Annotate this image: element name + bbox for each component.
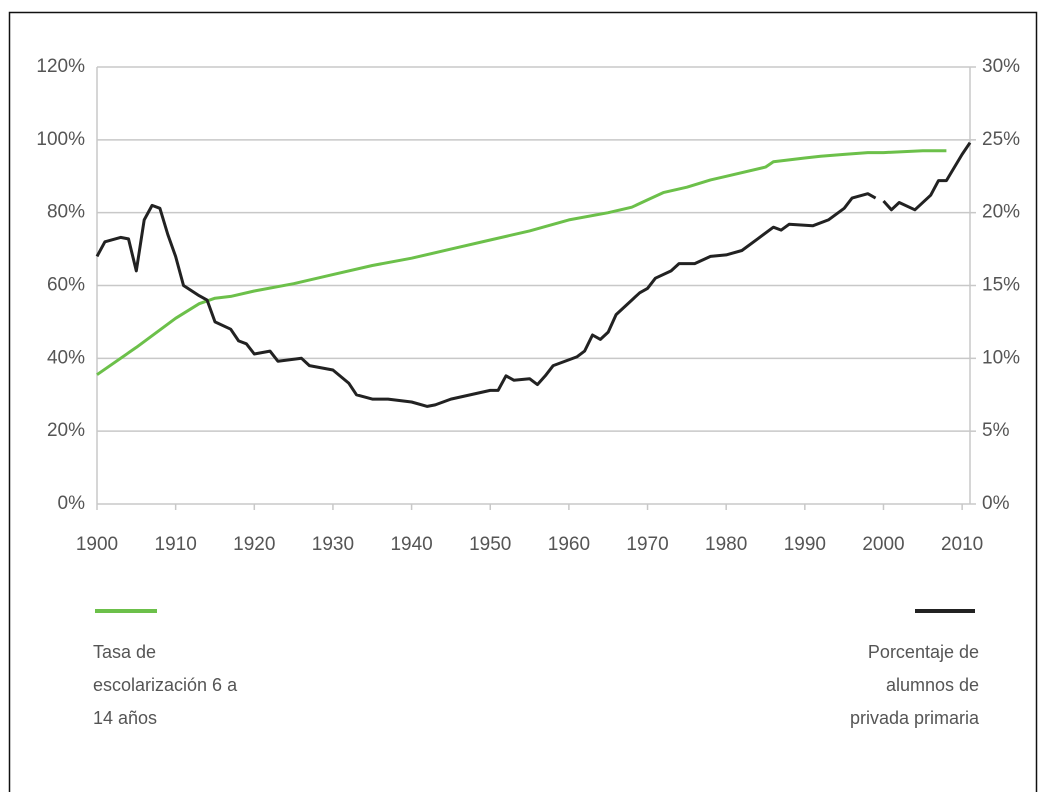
y-tick-label: 100% (36, 129, 85, 150)
y-tick-label: 120% (36, 56, 85, 77)
legend-label: Tasa de escolarización 6 a 14 años (93, 642, 238, 728)
x-tick-label: 1920 (233, 534, 275, 555)
series-line (96, 149, 947, 376)
x-tick-label: 2000 (862, 534, 904, 555)
frame (8, 11, 1038, 792)
y2-tick-label: 25% (982, 129, 1020, 150)
x-tick-label: 1980 (705, 534, 747, 555)
x-tick-label: 1910 (155, 534, 197, 555)
x-tick-label: 1970 (626, 534, 668, 555)
x-tick-label: 1990 (784, 534, 826, 555)
y-tick-label: 20% (47, 420, 85, 441)
y2-tick-label: 30% (982, 56, 1020, 77)
y2-tick-label: 5% (982, 420, 1010, 441)
x-tick-label: 1900 (76, 534, 118, 555)
y-tick-label: 40% (47, 347, 85, 368)
y2-tick-label: 10% (982, 347, 1020, 368)
x-tick-label: 1950 (469, 534, 511, 555)
series-line (95, 141, 972, 408)
y-tick-label: 60% (47, 275, 85, 296)
x-tick-label: 1960 (548, 534, 590, 555)
legend-label: Porcentaje de alumnos de privada primari… (849, 642, 979, 728)
y2-tick-label: 20% (982, 202, 1020, 223)
x-tick-label: 1930 (312, 534, 354, 555)
y2-tick-label: 15% (982, 275, 1020, 296)
y-tick-label: 80% (47, 202, 85, 223)
x-tick-label: 2010 (941, 534, 983, 555)
y-tick-label: 0% (58, 493, 86, 514)
y2-tick-label: 0% (982, 493, 1010, 514)
x-tick-label: 1940 (390, 534, 432, 555)
